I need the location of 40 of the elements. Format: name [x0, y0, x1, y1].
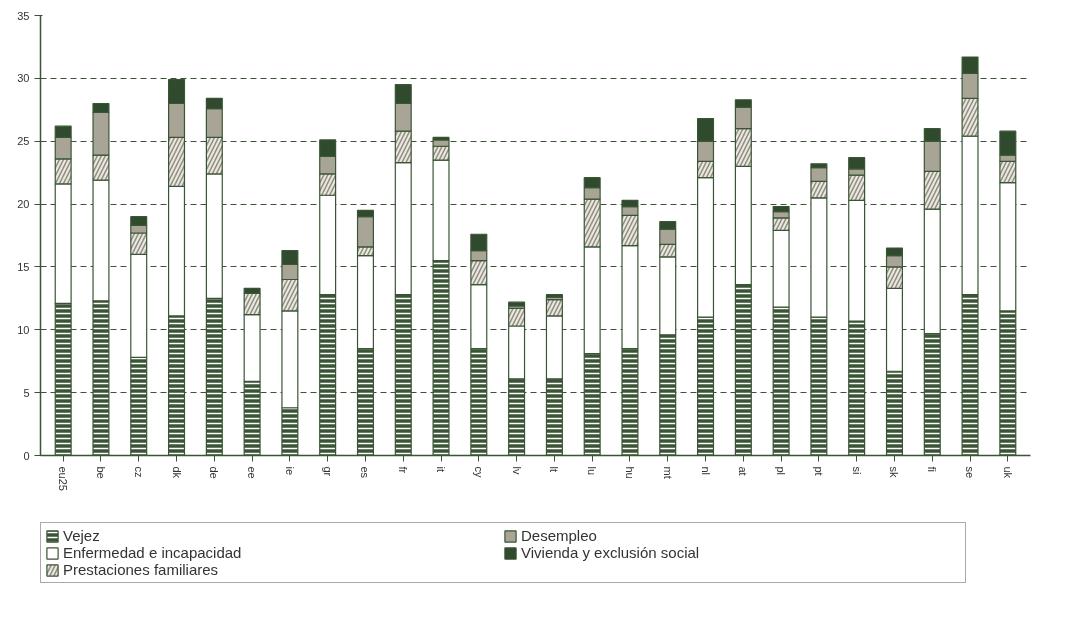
- x-tick-label: dk: [170, 466, 183, 479]
- y-tick-label: 20: [17, 198, 30, 211]
- y-tick-label: 25: [17, 135, 30, 148]
- x-tick-label: cy: [472, 466, 485, 478]
- x-tick-label: hu: [623, 466, 636, 479]
- x-tick-label: fi: [926, 466, 939, 472]
- x-tick-label: pl: [775, 466, 788, 476]
- x-tick-label: fr: [397, 466, 410, 474]
- legend-label: Vivienda y exclusión social: [521, 544, 701, 561]
- x-tick-label: es: [359, 466, 372, 479]
- legend-label: Prestaciones familiares: [63, 561, 220, 578]
- x-tick-label: be: [94, 466, 107, 479]
- y-tick-label: 15: [17, 260, 30, 273]
- x-tick-label: pt: [812, 466, 825, 476]
- x-tick-label: gr: [321, 466, 334, 477]
- x-tick-label: ee: [246, 466, 259, 479]
- y-tick-label: 5: [23, 386, 30, 399]
- x-tick-label: lv: [510, 466, 523, 475]
- x-tick-label: it: [435, 466, 448, 472]
- legend-label: Vejez: [63, 527, 101, 544]
- x-tick-label: mt: [661, 466, 674, 479]
- x-tick-label: lt: [548, 466, 561, 472]
- legend-label: Enfermedad e incapacidad: [63, 544, 243, 561]
- x-tick-label: si: [850, 466, 863, 475]
- x-tick-label: at: [737, 466, 750, 476]
- x-tick-label: nl: [699, 466, 712, 476]
- x-tick-label: se: [964, 466, 977, 479]
- x-tick-label: eu25: [57, 466, 70, 491]
- x-tick-label: lu: [586, 466, 599, 476]
- x-tick-label: ie: [283, 466, 296, 476]
- bar: [508, 301, 526, 307]
- x-tick-label: cz: [132, 466, 145, 478]
- y-tick-label: 10: [17, 323, 30, 336]
- y-tick-label: 35: [17, 9, 30, 22]
- x-tick-label: uk: [1001, 466, 1014, 479]
- y-tick-label: 30: [17, 72, 30, 85]
- x-tick-label: de: [208, 466, 221, 479]
- legend-label: Desempleo: [521, 527, 598, 544]
- x-tick-label: sk: [888, 466, 901, 478]
- y-tick-label: 0: [23, 449, 30, 462]
